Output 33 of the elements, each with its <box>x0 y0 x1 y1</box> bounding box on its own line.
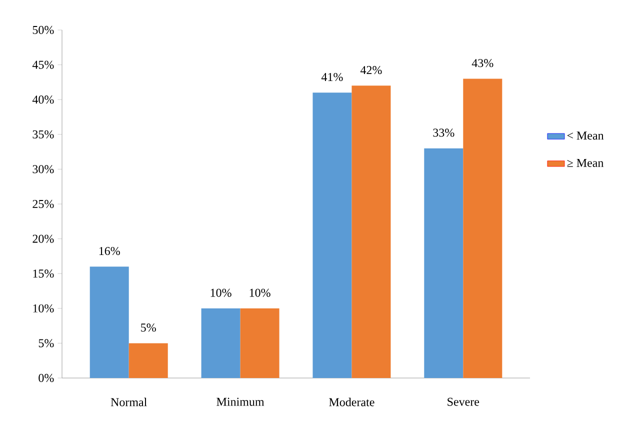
y-tick-label: 50% <box>32 26 54 34</box>
bar <box>463 78 502 378</box>
legend-label: ≥ Mean <box>567 158 604 167</box>
bar <box>352 86 391 378</box>
bar <box>128 343 168 378</box>
bar <box>424 148 464 378</box>
data-label: 5% <box>141 324 156 332</box>
x-tick-label: Normal <box>110 398 147 406</box>
data-label: 41% <box>321 72 343 82</box>
y-tick-label: 20% <box>32 234 54 243</box>
y-tick-label: 40% <box>32 96 54 104</box>
data-label: 43% <box>472 59 494 68</box>
x-tick-label: Moderate <box>329 398 374 406</box>
y-tick-label: 10% <box>33 304 54 312</box>
data-label: 10% <box>250 288 270 297</box>
y-tick-label: 30% <box>32 165 54 174</box>
legend-label: < Mean <box>567 132 604 140</box>
data-label: 10% <box>210 288 232 297</box>
bar <box>312 92 352 378</box>
bar <box>240 308 280 378</box>
x-tick-label: Minimum <box>216 398 264 406</box>
y-tick-label: 0% <box>38 374 54 382</box>
data-label: 16% <box>99 246 120 256</box>
y-tick-label: 15% <box>33 270 54 278</box>
data-label: 42% <box>360 66 382 74</box>
data-label: 33% <box>433 128 454 137</box>
y-tick-label: 25% <box>32 200 54 208</box>
y-tick-label: 35% <box>32 130 54 138</box>
bar <box>201 308 240 378</box>
y-tick-label: 45% <box>32 60 54 69</box>
bar <box>90 266 129 378</box>
y-tick-label: 5% <box>38 339 54 348</box>
x-tick-label: Severe <box>448 398 480 406</box>
